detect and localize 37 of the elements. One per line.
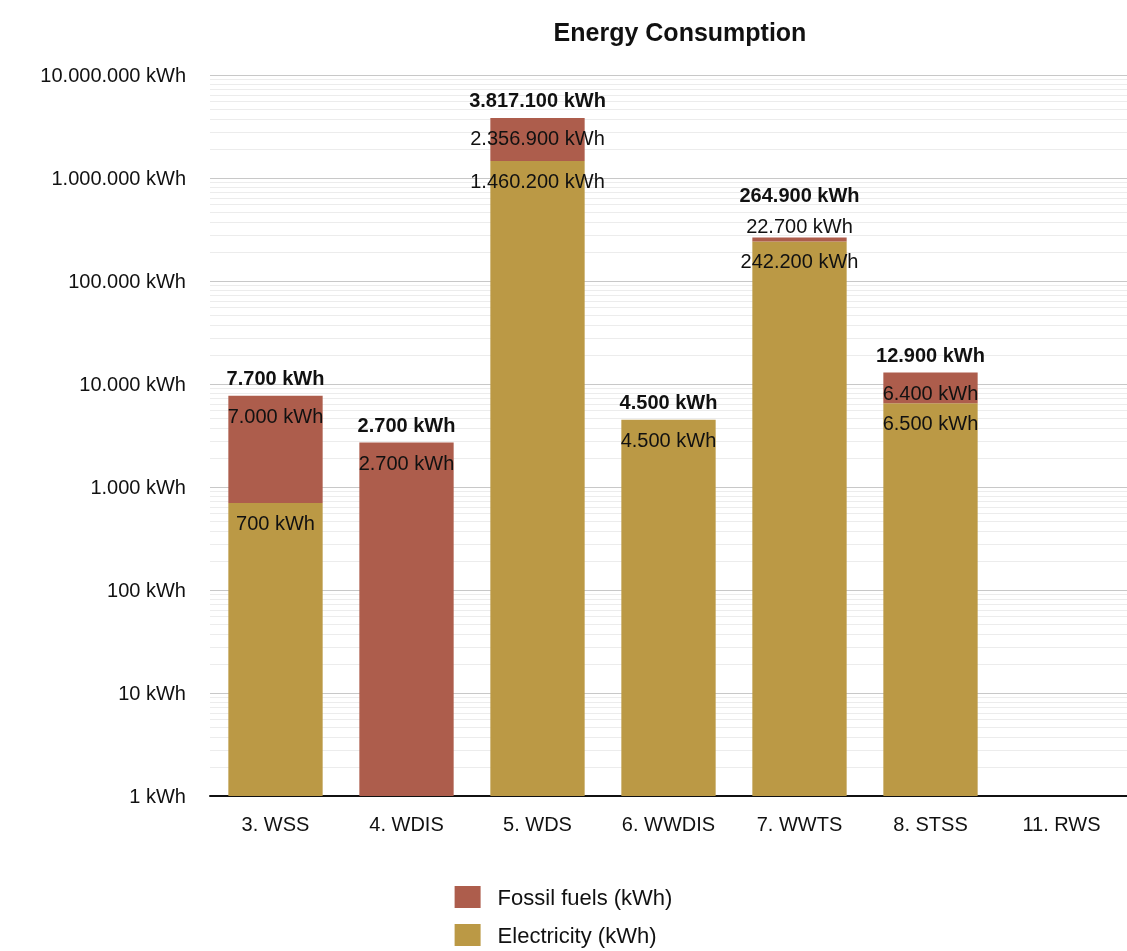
y-tick-label: 1.000 kWh	[90, 476, 186, 498]
data-label: 4.500 kWh	[620, 428, 717, 451]
bar	[228, 395, 323, 503]
total-label: 2.700 kWh	[357, 413, 456, 436]
y-tick-label: 10 kWh	[118, 682, 186, 704]
data-label: 6.500 kWh	[882, 412, 979, 435]
chart-title: Energy Consumption	[553, 17, 807, 46]
total-label: 3.817.100 kWh	[469, 89, 606, 112]
data-label: 7.000 kWh	[227, 404, 324, 427]
x-tick-label: 7. WWTS	[756, 813, 843, 835]
bar	[359, 442, 454, 796]
total-label: 7.700 kWh	[226, 366, 325, 389]
data-label: 700 kWh	[236, 511, 315, 534]
y-tick-label: 1 kWh	[129, 785, 186, 807]
data-label: 22.700 kWh	[746, 215, 853, 238]
x-tick-label: 8. STSS	[893, 813, 968, 835]
x-tick-label: 11. RWS	[1022, 813, 1101, 835]
y-tick-label: 1.000.000 kWh	[51, 167, 186, 189]
y-tick-label: 100 kWh	[107, 579, 186, 601]
data-label: 6.400 kWh	[882, 381, 979, 404]
legend-label: Fossil fuels (kWh)	[497, 884, 673, 910]
total-label: 4.500 kWh	[619, 390, 718, 413]
bar	[228, 502, 323, 796]
data-label: 2.700 kWh	[358, 451, 455, 474]
x-tick-label: 4. WDIS	[369, 813, 444, 835]
bar	[752, 237, 847, 242]
y-tick-label: 10.000 kWh	[79, 373, 186, 395]
x-tick-label: 3. WSS	[241, 813, 310, 835]
x-tick-label: 6. WWDIS	[621, 813, 716, 835]
total-label: 12.900 kWh	[876, 343, 985, 366]
total-label: 264.900 kWh	[739, 184, 860, 207]
x-tick-label: 5. WDS	[503, 813, 572, 835]
bar	[883, 403, 978, 796]
y-tick-label: 10.000.000 kWh	[40, 64, 186, 86]
y-tick-label: 100.000 kWh	[68, 270, 186, 292]
bar	[621, 419, 716, 796]
legend-label: Electricity (kWh)	[497, 922, 657, 948]
